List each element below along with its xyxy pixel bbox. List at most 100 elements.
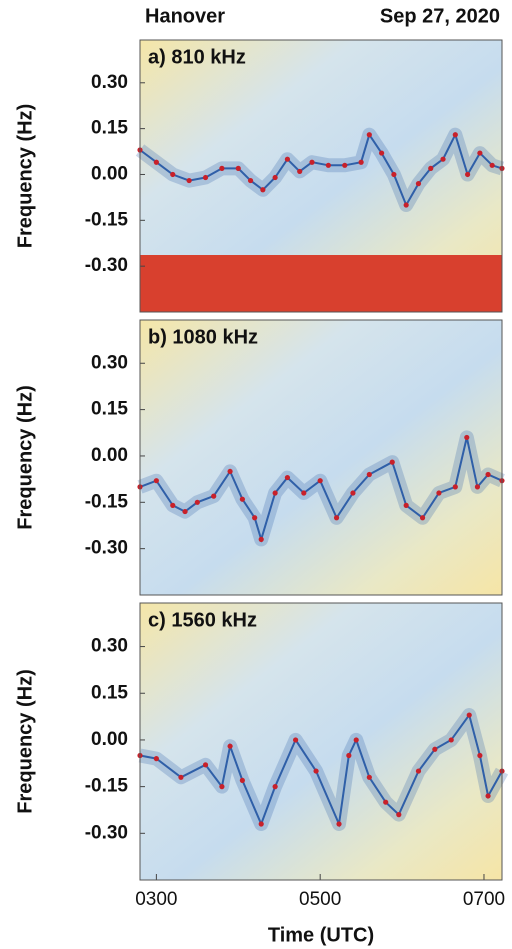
- panel-frame: [139, 39, 503, 313]
- trace-point: [252, 515, 258, 521]
- y-tick-label: 0.30: [91, 352, 128, 373]
- trace-point: [346, 752, 352, 759]
- y-tick-label: 0.00: [91, 445, 128, 466]
- y-tick-label: 0.30: [91, 72, 128, 93]
- trace-point: [448, 737, 454, 743]
- trace-point: [383, 799, 389, 805]
- trace-point: [485, 793, 491, 799]
- trace-point: [301, 490, 307, 496]
- trace-point: [235, 165, 241, 171]
- panel-label: a) 810 kHz: [148, 46, 246, 68]
- y-tick-label: -0.15: [85, 491, 129, 512]
- trace-point: [428, 165, 434, 171]
- trace-point: [153, 159, 159, 165]
- trace-point: [272, 490, 278, 496]
- trace-point: [284, 156, 291, 162]
- trace-point: [153, 756, 159, 762]
- panel-frame: [139, 319, 503, 596]
- trace-point: [325, 162, 331, 168]
- y-tick-label: 0.15: [91, 682, 128, 703]
- date: Sep 27, 2020: [380, 5, 500, 27]
- trace-point: [403, 502, 409, 508]
- trace-point: [353, 737, 359, 743]
- y-axis-label: Frequency (Hz): [14, 104, 36, 248]
- trace-point: [194, 499, 200, 505]
- y-axis-label: Frequency (Hz): [14, 669, 36, 813]
- trace-point: [366, 132, 372, 138]
- panel-frame: [139, 602, 503, 881]
- trace-point: [186, 177, 192, 184]
- trace-point: [272, 784, 278, 790]
- x-tick-label: 0300: [135, 889, 177, 910]
- trace-point: [419, 515, 426, 521]
- trace-point: [202, 174, 209, 181]
- trace-point: [477, 752, 483, 759]
- y-tick-label: -0.15: [85, 209, 129, 230]
- trace-point: [239, 777, 245, 784]
- y-axis-label: Frequency (Hz): [14, 385, 36, 529]
- trace-point: [317, 478, 323, 484]
- trace-point: [452, 132, 458, 138]
- trace-point: [350, 490, 356, 496]
- y-tick-label: 0.00: [91, 163, 128, 184]
- x-tick-label: 0500: [299, 889, 341, 910]
- trace-point: [309, 159, 315, 165]
- trace-point: [452, 484, 458, 490]
- y-tick-label: 0.30: [91, 636, 128, 657]
- trace-point: [170, 502, 176, 508]
- trace-point: [336, 821, 342, 827]
- trace-line: [139, 132, 503, 208]
- spectrogram: [140, 603, 502, 880]
- trace-line: [139, 712, 503, 828]
- y-tick-label: -0.30: [85, 255, 128, 276]
- trace-point: [219, 165, 225, 171]
- y-tick-label: 0.15: [91, 399, 128, 420]
- trace-point: [258, 536, 264, 542]
- y-tick-label: -0.30: [85, 822, 128, 843]
- trace-point: [432, 746, 438, 752]
- trace-point: [389, 459, 395, 465]
- trace-point: [239, 496, 245, 502]
- trace-point: [415, 768, 422, 774]
- trace-point: [178, 774, 184, 780]
- trace-point: [170, 171, 176, 178]
- trace-point: [415, 181, 422, 187]
- trace-point: [297, 168, 303, 175]
- trace-point: [219, 784, 225, 790]
- trace-point: [466, 712, 472, 718]
- y-tick-label: -0.30: [85, 538, 128, 559]
- trace-point: [366, 471, 372, 478]
- trace-point: [227, 468, 233, 475]
- trace-point: [247, 177, 254, 184]
- band-artifact: [140, 255, 502, 312]
- trace-point: [227, 743, 233, 749]
- trace-point: [313, 768, 319, 774]
- panel-label: c) 1560 kHz: [148, 609, 257, 631]
- trace-point: [489, 162, 495, 168]
- trace-point: [342, 162, 348, 168]
- y-tick-label: 0.00: [91, 729, 128, 750]
- y-tick-label: 0.15: [91, 118, 128, 139]
- trace-point: [333, 515, 340, 521]
- trace-line: [139, 437, 503, 543]
- trace-point: [391, 171, 397, 178]
- trace-point: [396, 812, 402, 818]
- trace-point: [202, 762, 209, 768]
- trace-point: [436, 490, 442, 496]
- trace-point: [293, 737, 299, 743]
- trace-point: [474, 484, 481, 490]
- location: Hanover: [145, 5, 225, 27]
- x-tick-label: 0700: [463, 889, 505, 910]
- trace-point: [366, 774, 372, 780]
- trace-point: [464, 434, 470, 441]
- trace-point: [485, 471, 491, 478]
- trace-point: [403, 202, 409, 208]
- trace-point: [211, 493, 217, 499]
- trace-point: [465, 171, 471, 178]
- y-tick-label: -0.15: [85, 776, 129, 797]
- trace-point: [260, 187, 266, 193]
- trace-point: [258, 821, 264, 827]
- x-axis-label: Time (UTC): [268, 924, 374, 946]
- trace-point: [358, 159, 364, 165]
